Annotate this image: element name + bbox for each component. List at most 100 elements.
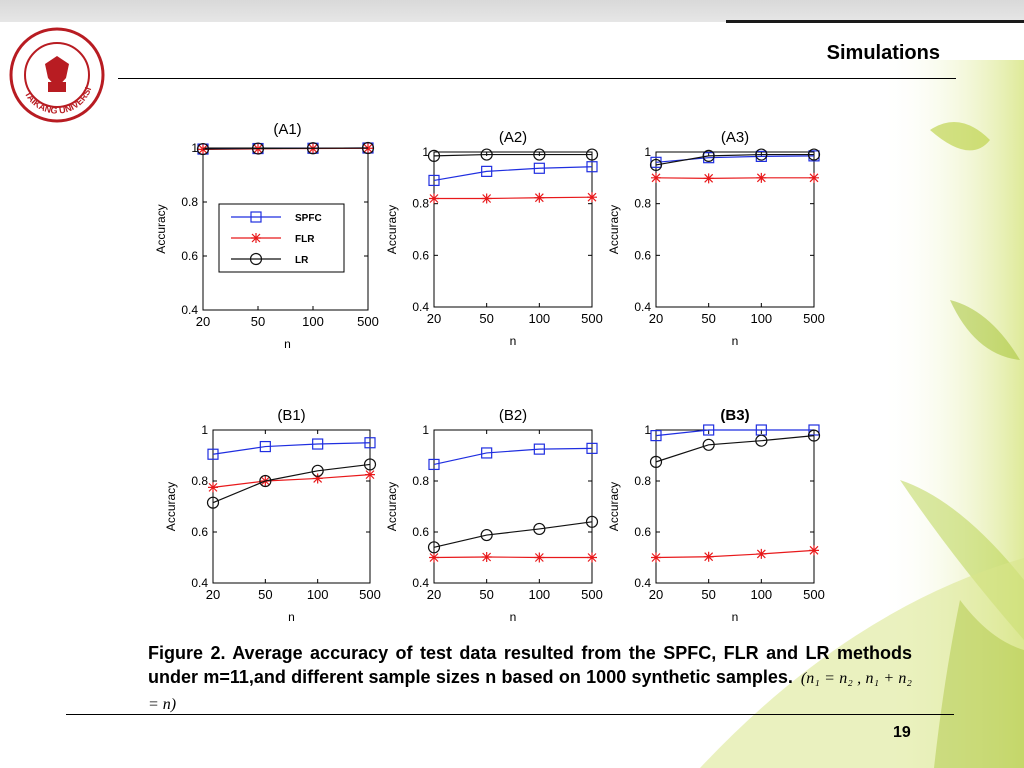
data-point (533, 522, 546, 536)
university-logo: TAIKANG UNIVERSITY (8, 26, 105, 123)
y-tick-label: 0.6 (191, 525, 208, 539)
x-axis-label: n (732, 334, 739, 348)
data-point (259, 474, 272, 488)
y-tick-label: 0.8 (634, 474, 651, 488)
data-point (481, 193, 492, 204)
plot-frame (433, 151, 593, 308)
y-tick-label: 0.4 (181, 303, 198, 317)
data-point (587, 192, 597, 203)
series-flr (429, 551, 597, 563)
data-point (208, 482, 218, 493)
x-tick-label: 100 (750, 311, 772, 326)
chart-panel-5: 0.4 0.6 0.8 1 20 50 100 500 n Accuracy (B2) (385, 407, 603, 624)
data-point (364, 437, 376, 449)
series-lr (427, 148, 599, 162)
legend-label: LR (295, 255, 309, 266)
series-line (434, 196, 593, 200)
data-point (207, 448, 219, 460)
legend-marker (250, 211, 262, 223)
data-point (481, 165, 493, 177)
chart-title: (A1) (273, 121, 301, 138)
chart-title: (B1) (277, 407, 305, 424)
y-tick-label: 1 (191, 141, 198, 155)
y-tick-label: 1 (422, 423, 429, 437)
series-lr (649, 429, 821, 468)
series-spfc (207, 437, 376, 460)
data-point (756, 172, 767, 183)
series-lr (649, 148, 821, 172)
x-tick-label: 50 (479, 587, 493, 602)
y-tick-label: 0.4 (634, 300, 651, 314)
y-tick-label: 0.8 (412, 197, 429, 211)
series-line (655, 549, 815, 559)
data-point (311, 464, 324, 477)
caption-text: Figure 2. Average accuracy of test data … (148, 643, 912, 687)
slide-title: Simulations (826, 42, 940, 64)
x-tick-label: 100 (750, 587, 772, 602)
top-rule (726, 20, 1024, 23)
series-line (655, 177, 814, 179)
y-tick-label: 1 (644, 145, 651, 159)
data-point (196, 142, 210, 156)
data-point (809, 172, 819, 183)
data-point (429, 193, 439, 204)
series-spfc (428, 442, 598, 471)
series-line (655, 153, 814, 166)
series-flr (429, 192, 597, 204)
x-tick-label: 500 (359, 587, 381, 602)
y-tick-label: 0.6 (181, 249, 198, 263)
y-axis-label: Accuracy (385, 205, 399, 254)
x-tick-label: 100 (528, 587, 550, 602)
y-tick-label: 0.4 (191, 576, 208, 590)
chart-title: (A2) (499, 129, 527, 146)
x-tick-label: 100 (528, 311, 550, 326)
data-point (703, 424, 715, 436)
series-lr (206, 458, 377, 509)
data-point (206, 496, 220, 509)
x-tick-label: 500 (581, 311, 603, 326)
data-point (427, 149, 441, 162)
data-point (306, 142, 320, 155)
y-tick-label: 1 (644, 423, 651, 437)
data-point (755, 434, 768, 447)
x-tick-label: 50 (479, 311, 493, 326)
y-tick-label: 0.6 (412, 525, 429, 539)
x-tick-label: 20 (427, 311, 441, 326)
data-point (586, 161, 598, 173)
series-spfc (428, 161, 598, 187)
y-tick-label: 1 (201, 423, 208, 437)
data-point (807, 148, 821, 161)
data-point (363, 458, 377, 471)
x-tick-label: 500 (357, 314, 379, 329)
y-axis-label: Accuracy (385, 482, 399, 531)
y-tick-label: 0.8 (412, 474, 429, 488)
data-point (586, 442, 598, 454)
y-axis-label: Accuracy (607, 482, 621, 531)
y-tick-label: 0.4 (412, 300, 429, 314)
plot-frame (655, 151, 815, 308)
chart-title: (A3) (721, 129, 749, 146)
x-tick-label: 500 (803, 587, 825, 602)
data-point (428, 174, 440, 187)
caption-formula: (n₁ = n₂ , n₁ + n₂ = n) (148, 670, 912, 713)
chart-panel-1: 0.4 0.6 0.8 1 20 50 100 500 n Accuracy (A1) SPFC FLR… (154, 121, 379, 351)
data-point (480, 148, 493, 161)
data-point (480, 528, 493, 542)
series-line (212, 442, 371, 455)
data-point (312, 473, 323, 484)
data-point (428, 458, 440, 471)
series-line (202, 147, 369, 150)
page-number: 19 (893, 724, 911, 741)
legend: SPFC FLR LR (218, 203, 345, 273)
chart-panel-6: 0.4 0.6 0.8 1 20 50 100 500 n Accuracy (B3) (607, 407, 825, 624)
x-axis-label: n (284, 337, 291, 351)
y-axis-label: Accuracy (154, 204, 168, 253)
x-tick-label: 100 (302, 314, 324, 329)
x-axis-label: n (288, 610, 295, 624)
x-tick-label: 500 (803, 311, 825, 326)
y-tick-label: 0.6 (634, 525, 651, 539)
x-tick-label: 20 (427, 587, 441, 602)
series-line (212, 463, 371, 504)
data-point (808, 424, 820, 436)
